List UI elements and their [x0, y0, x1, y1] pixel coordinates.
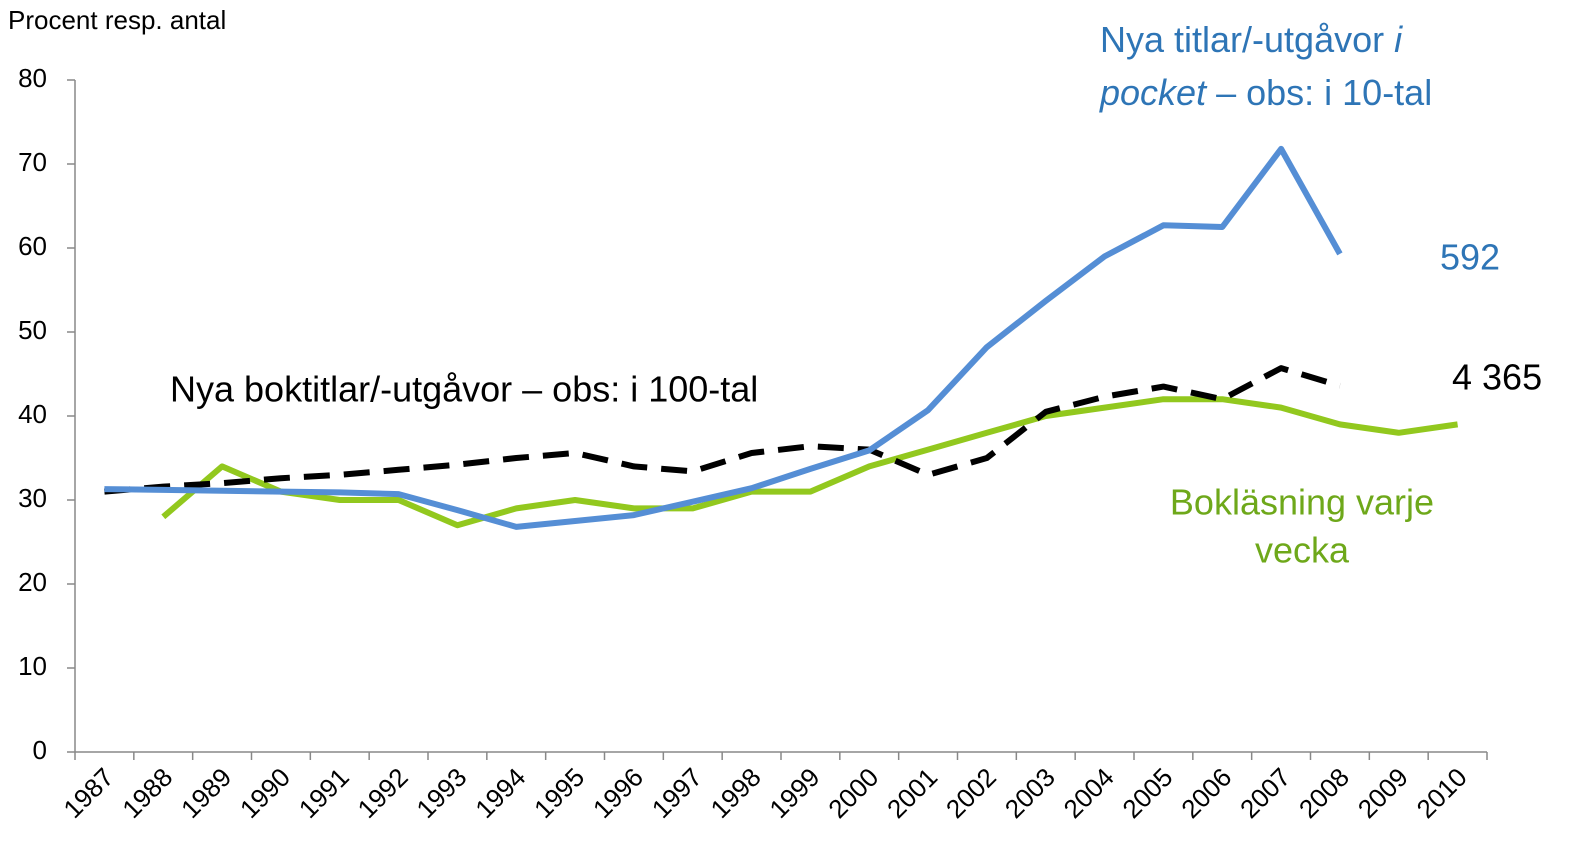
pocket-annotation: pocket – obs: i 10-tal: [1099, 72, 1432, 113]
x-tick-label: 1999: [763, 762, 825, 824]
x-tick-label: 1997: [646, 762, 708, 824]
x-tick-label: 1996: [587, 762, 649, 824]
reading-annotation: vecka: [1255, 530, 1350, 571]
x-tick-label: 2000: [822, 762, 884, 824]
x-tick-label: 2002: [940, 762, 1002, 824]
books-annotation: Nya boktitlar/-utgåvor – obs: i 100-tal: [170, 369, 758, 410]
x-tick-label: 1992: [352, 762, 414, 824]
y-tick-label: 30: [18, 483, 47, 513]
line-series: [161, 396, 1459, 529]
x-tick-label: 1991: [293, 762, 355, 824]
x-tick-label: 2006: [1175, 762, 1237, 824]
annotation-text: Nya titlar/-utgåvor: [1100, 19, 1394, 60]
x-tick-label: 1990: [234, 762, 296, 824]
x-tick-label: 1988: [116, 762, 178, 824]
y-tick-label: 60: [18, 231, 47, 261]
x-tick-label: 2005: [1116, 762, 1178, 824]
books-value: 4 365: [1452, 357, 1542, 398]
annotation-text: – obs: i 10-tal: [1206, 72, 1432, 113]
y-tick-label: 20: [18, 567, 47, 597]
x-tick-label: 1994: [469, 762, 531, 824]
pocket-value: 592: [1440, 237, 1500, 278]
pocket-annotation: Nya titlar/-utgåvor i: [1100, 19, 1403, 60]
x-tick-label: 2009: [1352, 762, 1414, 824]
x-tick-label: 2004: [1058, 762, 1120, 824]
y-tick-label: 70: [18, 147, 47, 177]
x-tick-label: 2008: [1293, 762, 1355, 824]
x-tick-label: 1995: [528, 762, 590, 824]
line-series: [104, 365, 1341, 495]
y-tick-label: 80: [18, 63, 47, 93]
x-tick-label: 2010: [1411, 762, 1473, 824]
line-series: [104, 145, 1343, 530]
x-tick-label: 2001: [881, 762, 943, 824]
x-tick-label: 2007: [1234, 762, 1296, 824]
reading-annotation: Bokläsning varje: [1170, 482, 1434, 523]
annotation-text: i: [1394, 19, 1403, 60]
x-tick-label: 1987: [57, 762, 119, 824]
x-tick-label: 1989: [175, 762, 237, 824]
x-tick-label: 1998: [705, 762, 767, 824]
annotation-text: pocket: [1099, 72, 1208, 113]
y-tick-label: 50: [18, 315, 47, 345]
x-tick-label: 1993: [410, 762, 472, 824]
x-tick-label: 2003: [999, 762, 1061, 824]
y-tick-label: 10: [18, 651, 47, 681]
y-axis-label: Procent resp. antal: [8, 5, 226, 35]
y-tick-label: 0: [33, 735, 47, 765]
y-tick-label: 40: [18, 399, 47, 429]
